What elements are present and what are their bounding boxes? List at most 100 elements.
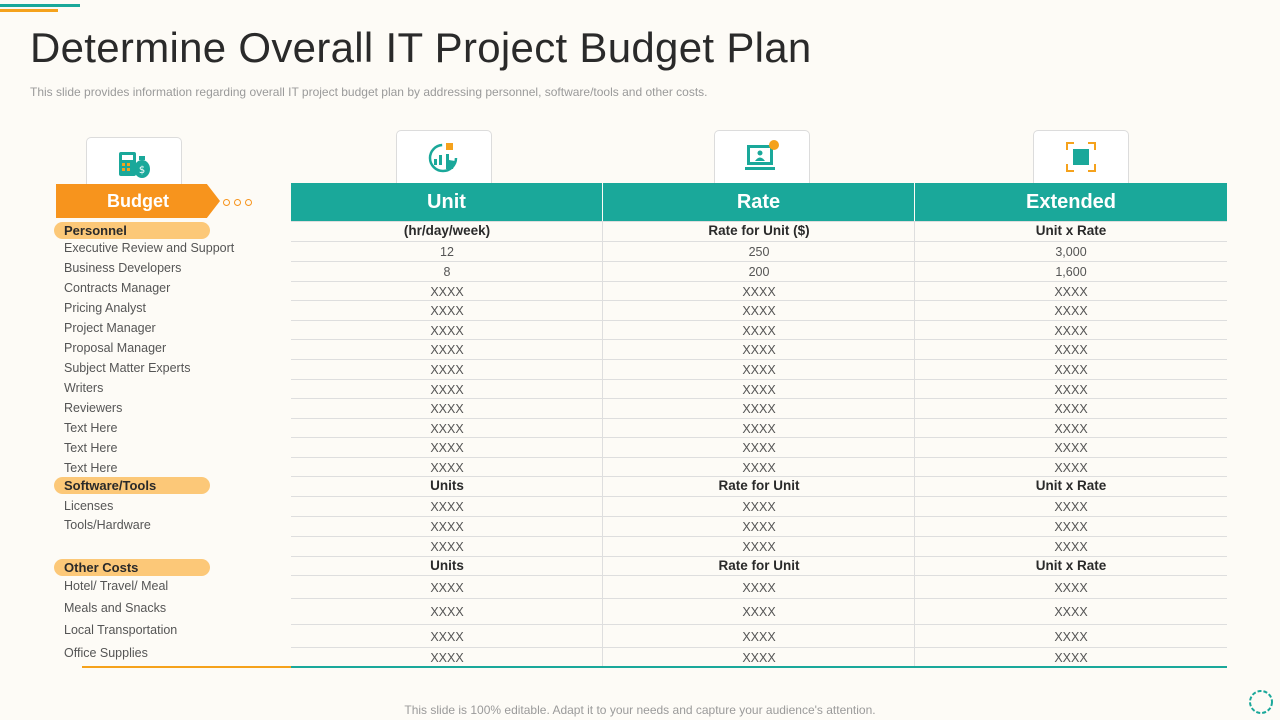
page-subtitle: This slide provides information regardin… (30, 85, 708, 99)
table-cell: XXXX (430, 324, 464, 338)
table-cell: 1,600 (1055, 265, 1087, 279)
section-header-cell: Rate for Unit ($) (708, 223, 810, 238)
table-row-divider (291, 241, 1227, 242)
section-header-cell: Units (430, 478, 464, 493)
table-cell: XXXX (742, 651, 776, 665)
table-cell: 250 (748, 245, 770, 259)
section-header-cell: Rate for Unit (718, 478, 800, 493)
row-label: Executive Review and Support (64, 241, 235, 255)
section-pill-software-tools: Software/Tools (54, 477, 210, 494)
table-cell: XXXX (1054, 343, 1088, 357)
table-cell: XXXX (430, 383, 464, 397)
section-header-cell: Unit x Rate (1035, 478, 1107, 493)
table-cell: XXXX (430, 500, 464, 514)
row-label: Project Manager (64, 321, 156, 335)
computer-user-icon (745, 140, 779, 170)
row-label: Text Here (64, 441, 118, 455)
row-label: Licenses (64, 499, 114, 513)
table-cell: XXXX (742, 324, 776, 338)
column-header-rate: Rate (603, 183, 914, 221)
table-cell: XXXX (1054, 520, 1088, 534)
table-cell: XXXX (742, 581, 776, 595)
table-cell: XXXX (742, 520, 776, 534)
table-row-divider (291, 418, 1227, 419)
focus-square-icon-box (1033, 130, 1129, 183)
table-cell: XXXX (430, 540, 464, 554)
table-cell: 200 (748, 265, 770, 279)
row-label: Subject Matter Experts (64, 361, 191, 375)
table-cell: XXXX (1054, 540, 1088, 554)
table-cell: XXXX (430, 605, 464, 619)
table-cell: XXXX (430, 651, 464, 665)
page-title: Determine Overall IT Project Budget Plan (30, 24, 812, 71)
table-cell: XXXX (1054, 651, 1088, 665)
table-cell: XXXX (742, 343, 776, 357)
table-cell: XXXX (742, 540, 776, 554)
budget-dots (223, 199, 252, 206)
section-header-cell: Units (430, 558, 464, 573)
table-cell: XXXX (430, 402, 464, 416)
row-label: Text Here (64, 461, 118, 475)
grid-column-line (602, 221, 603, 667)
table-cell: XXXX (742, 304, 776, 318)
footer-note: This slide is 100% editable. Adapt it to… (404, 703, 876, 717)
table-cell: XXXX (430, 630, 464, 644)
table-row-divider (291, 437, 1227, 438)
table-cell: 8 (443, 265, 451, 279)
section-header-cell: Rate for Unit (718, 558, 800, 573)
table-cell: XXXX (430, 520, 464, 534)
table-row-divider (291, 624, 1227, 625)
column-header-unit: Unit (291, 183, 602, 221)
table-cell: XXXX (1054, 605, 1088, 619)
table-cell: XXXX (1054, 363, 1088, 377)
table-cell: XXXX (1054, 630, 1088, 644)
table-row-divider (291, 261, 1227, 262)
corner-badge-icon (1249, 690, 1273, 714)
table-cell: XXXX (742, 422, 776, 436)
table-cell: XXXX (742, 441, 776, 455)
row-label: Proposal Manager (64, 341, 167, 355)
table-cell: XXXX (1054, 304, 1088, 318)
table-row-divider (291, 575, 1227, 576)
table-cell: XXXX (742, 285, 776, 299)
row-label: Business Developers (64, 261, 182, 275)
calculator-money-icon: $ (119, 152, 150, 178)
section-header-cell: Unit x Rate (1035, 558, 1107, 573)
table-cell: XXXX (742, 363, 776, 377)
table-row-divider (291, 647, 1227, 648)
table-row-divider (291, 379, 1227, 380)
table-cell: XXXX (742, 630, 776, 644)
table-cell: XXXX (1054, 461, 1088, 475)
section-header-cell: Unit x Rate (1035, 223, 1107, 238)
row-label: Meals and Snacks (64, 601, 167, 615)
budget-tag: Budget (56, 184, 220, 218)
computer-user-icon-box (714, 130, 810, 183)
accent-bar-orange (0, 9, 58, 12)
table-cell: XXXX (742, 402, 776, 416)
bottom-line-orange (82, 666, 292, 668)
section-pill-other-costs: Other Costs (54, 559, 210, 576)
table-cell: XXXX (430, 285, 464, 299)
table-cell: XXXX (1054, 383, 1088, 397)
section-pill-personnel: Personnel (54, 222, 210, 239)
table-cell: XXXX (1054, 324, 1088, 338)
table-row-divider (291, 359, 1227, 360)
row-label: Tools/Hardware (64, 518, 151, 532)
table-cell: XXXX (430, 343, 464, 357)
table-cell: XXXX (1054, 581, 1088, 595)
row-label: Local Transportation (64, 623, 178, 637)
row-label: Office Supplies (64, 646, 148, 660)
table-cell: XXXX (1054, 441, 1088, 455)
table-cell: XXXX (1054, 422, 1088, 436)
column-header-extended: Extended (915, 183, 1227, 221)
table-cell: XXXX (742, 461, 776, 475)
calculator-money-icon-box: $ (86, 137, 182, 190)
accent-bar-teal (0, 4, 80, 7)
table-row-divider (291, 516, 1227, 517)
table-cell: XXXX (1054, 500, 1088, 514)
table-row-divider (291, 536, 1227, 537)
table-cell: 3,000 (1055, 245, 1087, 259)
table-row-divider (291, 556, 1227, 557)
row-label: Hotel/ Travel/ Meal (64, 579, 169, 593)
table-cell: XXXX (430, 422, 464, 436)
